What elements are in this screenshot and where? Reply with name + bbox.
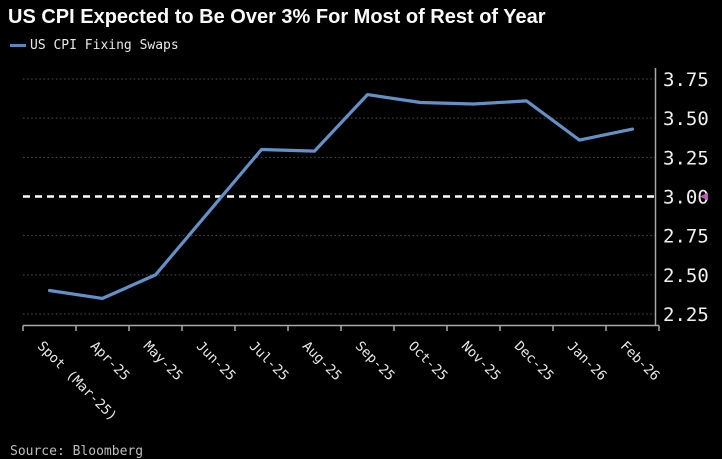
chart-page: { "title": "US CPI Expected to Be Over 3… (8, 6, 709, 459)
legend: US CPI Fixing Swaps (10, 38, 179, 53)
x-axis-label: Apr-25 (87, 338, 133, 384)
series-line-us-cpi-fixing-swaps (47, 92, 635, 300)
x-axis-label: Oct-25 (405, 338, 451, 384)
y-axis-label: 3.25 (663, 147, 709, 169)
chart-title: US CPI Expected to Be Over 3% For Most o… (8, 6, 546, 28)
legend-series-label: US CPI Fixing Swaps (30, 38, 179, 53)
y-axis-label: 2.25 (663, 304, 709, 326)
x-axis-label: Feb-26 (617, 338, 663, 384)
y-axis-label: 3.50 (663, 108, 709, 130)
source-caption: Source: Bloomberg (10, 444, 144, 459)
x-axis-label: Nov-25 (458, 338, 504, 384)
x-axis-label: Jun-25 (193, 338, 239, 384)
x-axis-label: Jul-25 (246, 338, 292, 384)
x-axis-label: Sep-25 (352, 338, 398, 384)
y-axis-label: 2.75 (663, 226, 709, 248)
x-axis-label: May-25 (140, 338, 186, 384)
x-axis-label: Jan-26 (564, 338, 610, 384)
y-axis-label: 2.50 (663, 265, 709, 287)
x-axis-label: Dec-25 (511, 338, 557, 384)
last-price-marker-icon (700, 192, 708, 201)
x-axis-label: Aug-25 (299, 338, 345, 384)
legend-line-swatch-icon (10, 44, 26, 47)
y-axis-label: 3.00 (663, 187, 709, 209)
y-axis-label: 3.75 (663, 69, 709, 91)
